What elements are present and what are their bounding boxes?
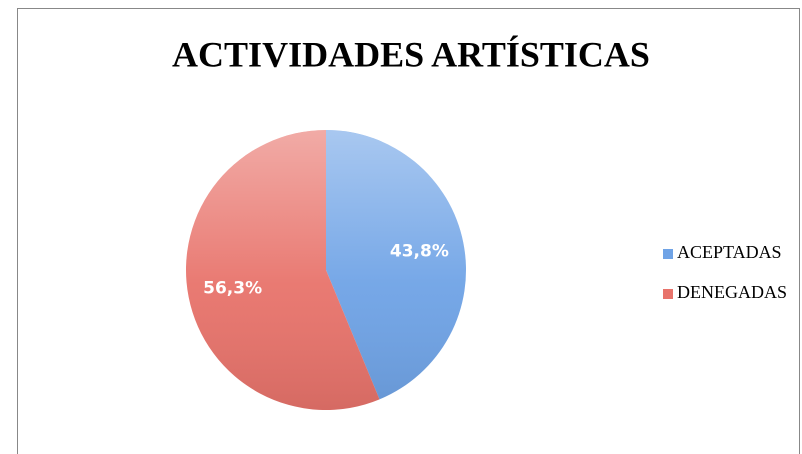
legend-marker: [663, 289, 673, 299]
data-label: 43,8%: [390, 241, 449, 261]
pie-shading: [186, 130, 466, 410]
chart-title: ACTIVIDADES ARTÍSTICAS: [172, 34, 650, 74]
data-label: 56,3%: [203, 279, 262, 299]
legend-marker: [663, 249, 673, 259]
legend-label: DENEGADAS: [677, 282, 787, 302]
legend-label: ACEPTADAS: [677, 242, 782, 262]
